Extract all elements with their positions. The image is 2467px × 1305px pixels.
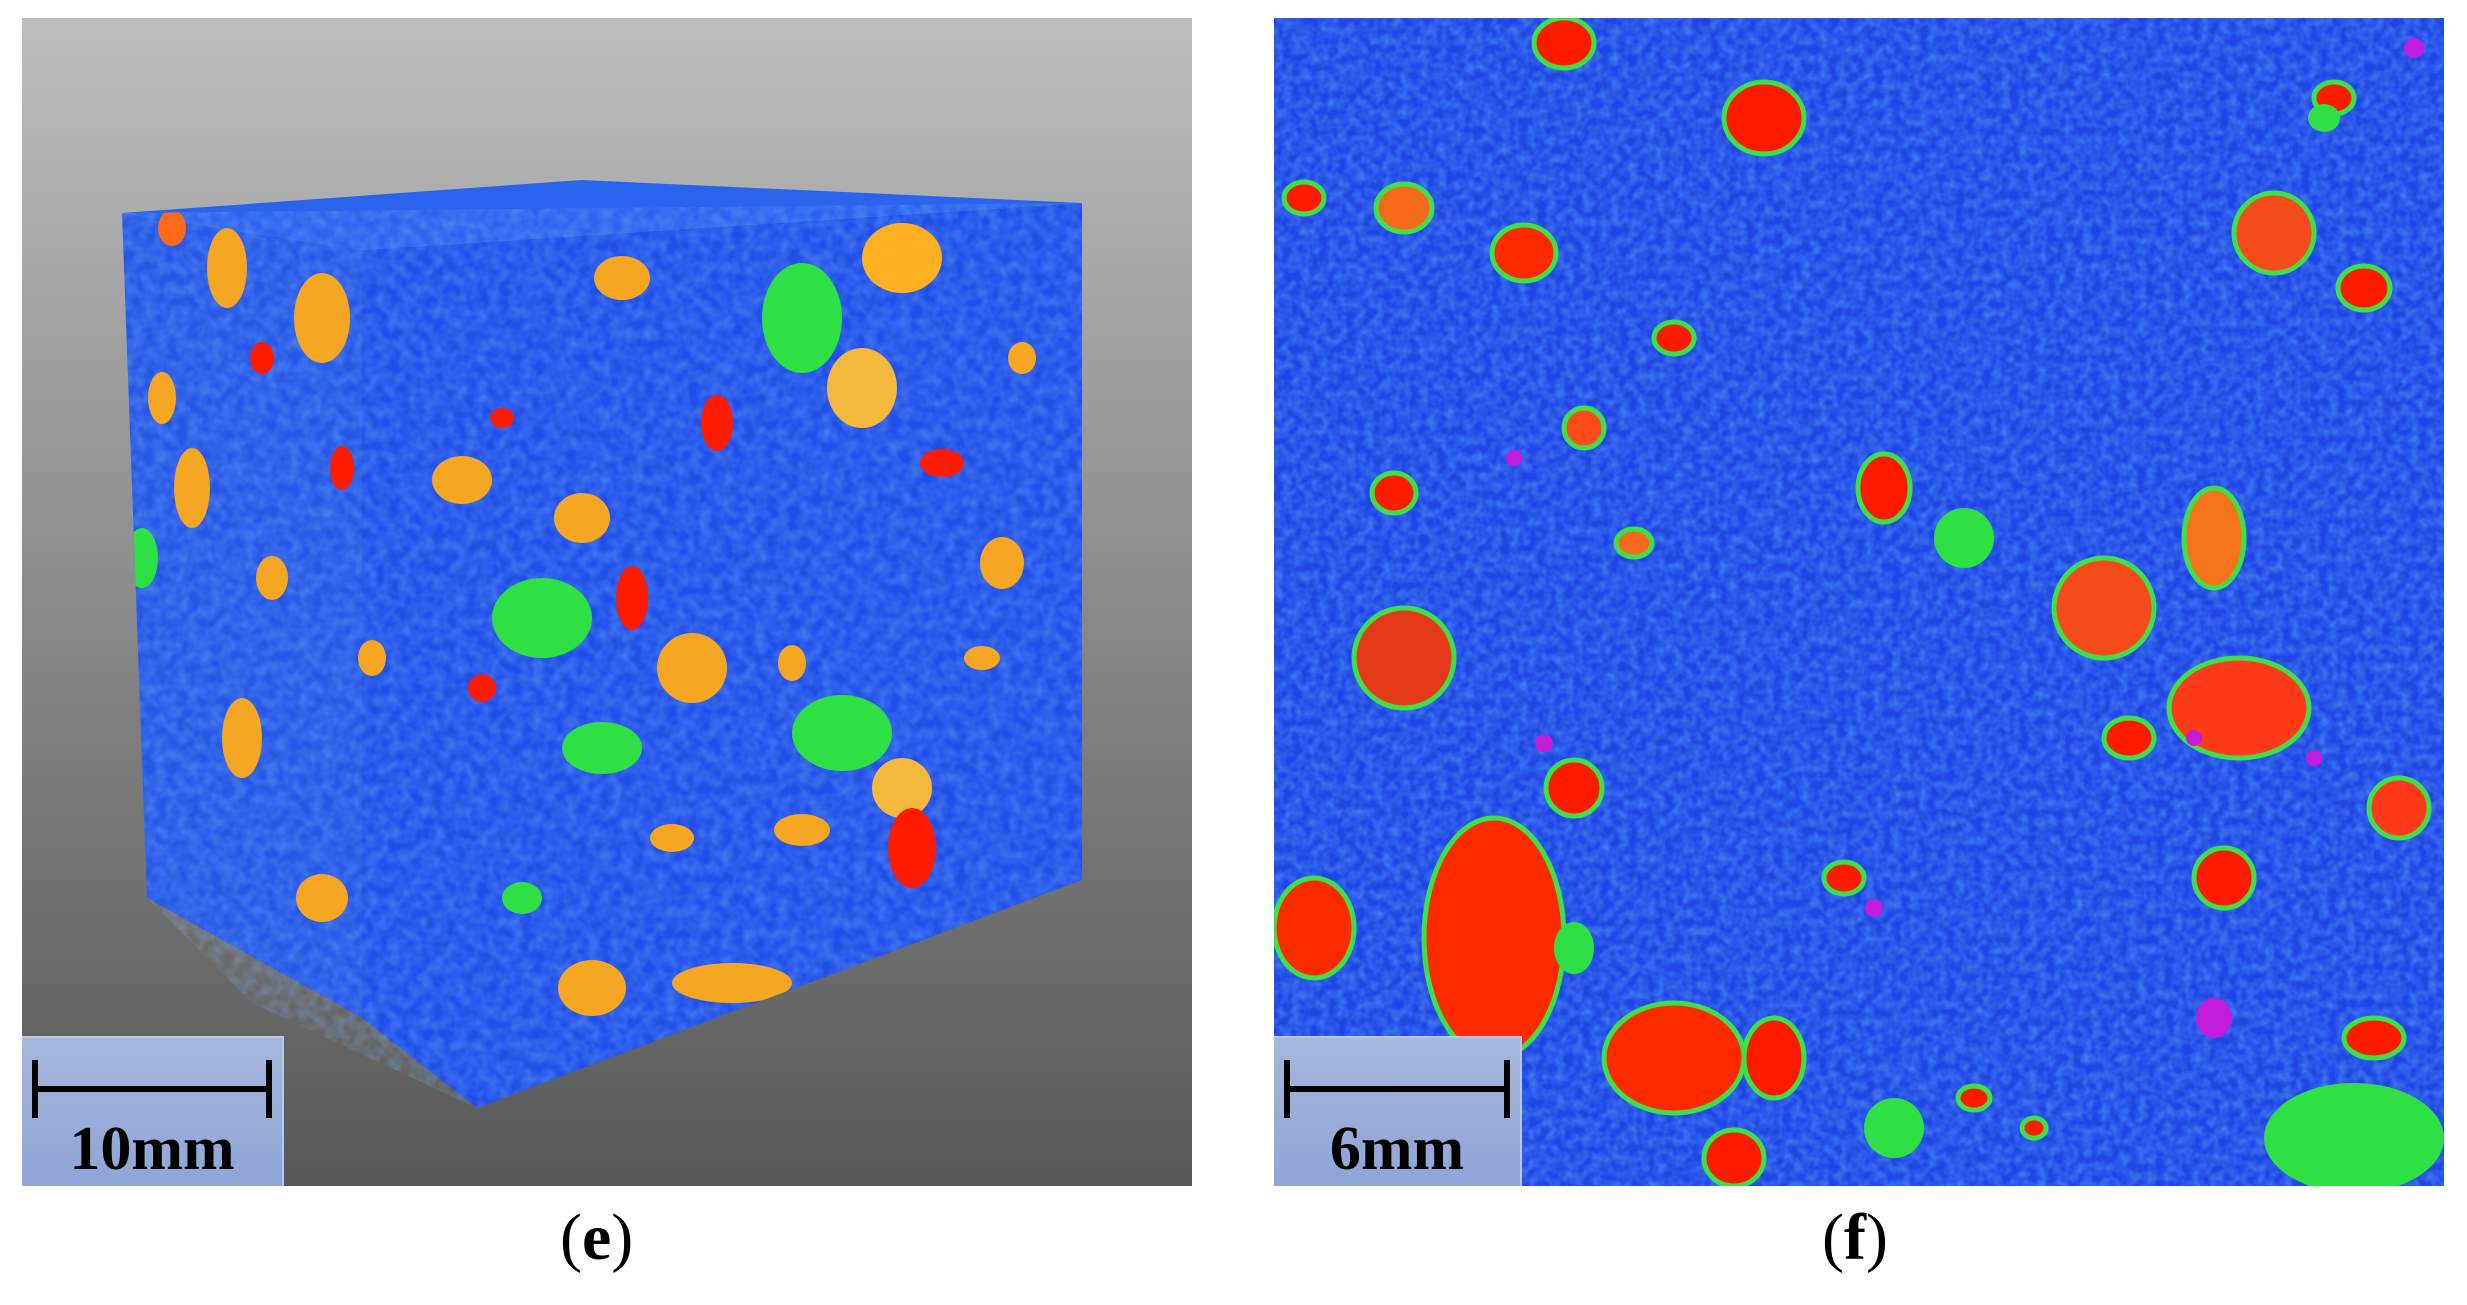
ct-slice-panel-f: 6mm: [1274, 18, 2444, 1186]
scale-bar-line: [1284, 1086, 1510, 1092]
scale-bar-line: [32, 1086, 272, 1092]
ct-volume-cube-image: [122, 180, 1082, 1108]
ct-slice-image: [1274, 18, 2444, 1186]
aggregate-inclusions-e: [126, 210, 1036, 1016]
pore-markers-f: [1506, 38, 2424, 1038]
panel-caption-f: (f): [1822, 1201, 1888, 1274]
scale-bar-tick-left: [1284, 1060, 1290, 1118]
scale-bar: 10mm: [22, 1036, 284, 1186]
panel-caption-e: (e): [560, 1201, 634, 1274]
scale-bar-label: 6mm: [1329, 1115, 1465, 1183]
scale-bar-tick-right: [266, 1060, 272, 1118]
scale-bar-tick-left: [32, 1060, 38, 1118]
scale-bar-label: 10mm: [69, 1115, 235, 1183]
scale-bar: 6mm: [1274, 1036, 1522, 1186]
aggregate-inclusions-f: [1274, 18, 2432, 1186]
green-particles-f: [1554, 104, 2444, 1186]
ct-volume-panel-e: 10mm: [22, 18, 1192, 1186]
scale-bar-tick-right: [1504, 1060, 1510, 1118]
